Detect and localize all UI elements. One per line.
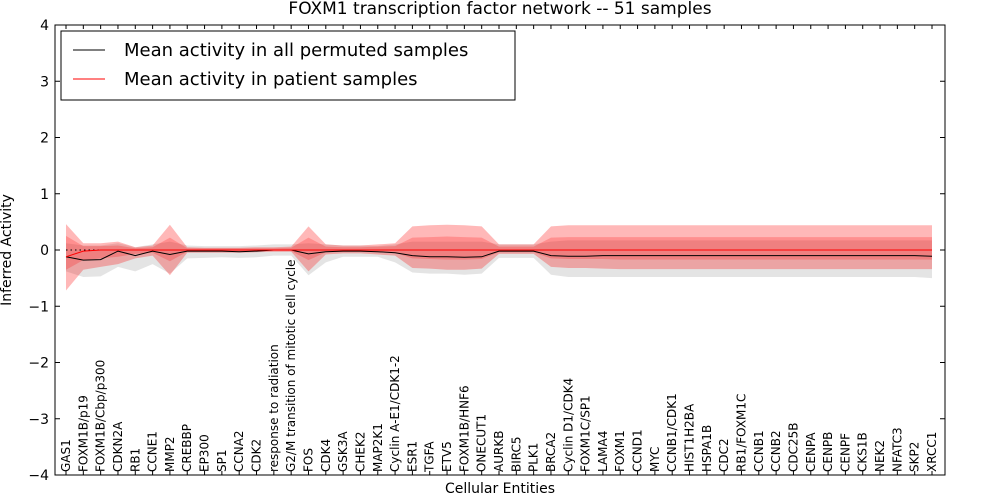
category-label: GSK3A bbox=[336, 431, 350, 472]
legend-label-patient: Mean activity in patient samples bbox=[124, 69, 418, 90]
category-label: CCNA2 bbox=[232, 430, 246, 472]
category-label: RB1/FOXM1C bbox=[734, 394, 748, 472]
patient-outer-band bbox=[66, 224, 932, 291]
category-label: MAP2K1 bbox=[371, 423, 385, 472]
y-tick-label: 1 bbox=[40, 187, 49, 203]
y-tick-label: 0 bbox=[40, 243, 49, 259]
category-labels: GAS1 FOXM1B/p19 FOXM1B/Cbp/p300 CDKN2A RB1 CC… bbox=[59, 259, 939, 473]
category-label: CENPF bbox=[838, 433, 852, 472]
category-label: CDKN2A bbox=[111, 421, 125, 472]
category-label: NEK2 bbox=[873, 440, 887, 472]
category-label: CCNB2 bbox=[769, 430, 783, 472]
category-label: CENPA bbox=[804, 432, 818, 472]
legend: Mean activity in all permuted samples Me… bbox=[60, 30, 516, 101]
category-label: CCNE1 bbox=[146, 431, 160, 472]
category-label: ESR1 bbox=[405, 441, 419, 472]
y-tick-label: −1 bbox=[28, 299, 49, 315]
series-line-permuted bbox=[65, 249, 933, 261]
category-label: MYC bbox=[648, 447, 662, 472]
category-label: FOXM1 bbox=[613, 430, 627, 472]
category-label: G2/M transition of mitotic cell cycle bbox=[284, 259, 298, 472]
category-label: AURKB bbox=[492, 431, 506, 472]
category-label: response to radiation bbox=[267, 344, 281, 472]
category-label: CDC2 bbox=[717, 438, 731, 472]
category-label: CCND1 bbox=[631, 429, 645, 472]
category-label: CDK2 bbox=[250, 439, 264, 472]
x-axis-label: Cellular Entities bbox=[445, 481, 555, 497]
y-tick-label: 3 bbox=[40, 74, 49, 90]
category-label: CREBBP bbox=[180, 424, 194, 472]
category-label: CDC25B bbox=[786, 423, 800, 473]
category-label: HIST1H2BA bbox=[683, 403, 697, 472]
category-label: PLK1 bbox=[527, 443, 541, 472]
category-label: NFATC3 bbox=[890, 427, 904, 472]
y-tick-label: 4 bbox=[40, 18, 49, 34]
category-label: GAS1 bbox=[59, 439, 73, 472]
chart-title: FOXM1 transcription factor network -- 51… bbox=[288, 0, 711, 19]
category-label: FOXM1C/SP1 bbox=[579, 395, 593, 472]
legend-label-permuted: Mean activity in all permuted samples bbox=[124, 40, 468, 61]
category-label: XRCC1 bbox=[925, 432, 939, 472]
category-label: SP1 bbox=[215, 450, 229, 473]
axis-ticks: −4 −3 −2 −1 0 1 2 3 4 bbox=[28, 18, 945, 484]
category-label: CENPB bbox=[821, 432, 835, 472]
category-label: ETV5 bbox=[440, 441, 454, 472]
y-axis-label: Inferred Activity bbox=[0, 194, 15, 306]
category-label: BIRC5 bbox=[509, 436, 523, 472]
y-tick-label: 2 bbox=[40, 131, 49, 147]
category-label: ONECUT1 bbox=[475, 414, 489, 472]
category-label: CHEK2 bbox=[353, 432, 367, 473]
patient-inner-band bbox=[66, 235, 932, 270]
category-label: MMP2 bbox=[163, 436, 177, 472]
category-label: CCNB1 bbox=[752, 430, 766, 472]
y-tick-label: −4 bbox=[28, 468, 49, 484]
category-label: RB1 bbox=[128, 448, 142, 472]
category-label: HSPA1B bbox=[700, 425, 714, 472]
category-label: FOXM1B/Cbp/p300 bbox=[94, 360, 108, 472]
category-label: SKP2 bbox=[908, 442, 922, 472]
category-label: CKS1B bbox=[856, 432, 870, 472]
series-line-patient bbox=[65, 249, 932, 258]
category-label: Cyclin A-E1/CDK1-2 bbox=[388, 355, 402, 472]
category-label: FOS bbox=[301, 448, 315, 472]
category-label: LAMA4 bbox=[596, 431, 610, 472]
category-label: FOXM1B/HNF6 bbox=[457, 385, 471, 472]
category-label: CCNB1/CDK1 bbox=[665, 393, 679, 472]
category-label: FOXM1B/p19 bbox=[76, 395, 90, 472]
y-tick-label: −2 bbox=[28, 356, 49, 372]
y-tick-label: −3 bbox=[28, 412, 49, 428]
category-label: TGFA bbox=[423, 441, 437, 473]
legend-box bbox=[60, 30, 516, 101]
plot-area bbox=[65, 224, 933, 291]
category-label: CDK4 bbox=[319, 439, 333, 472]
category-label: EP300 bbox=[198, 434, 212, 472]
category-label: Cyclin D1/CDK4 bbox=[561, 378, 575, 472]
category-label: BRCA2 bbox=[544, 432, 558, 472]
